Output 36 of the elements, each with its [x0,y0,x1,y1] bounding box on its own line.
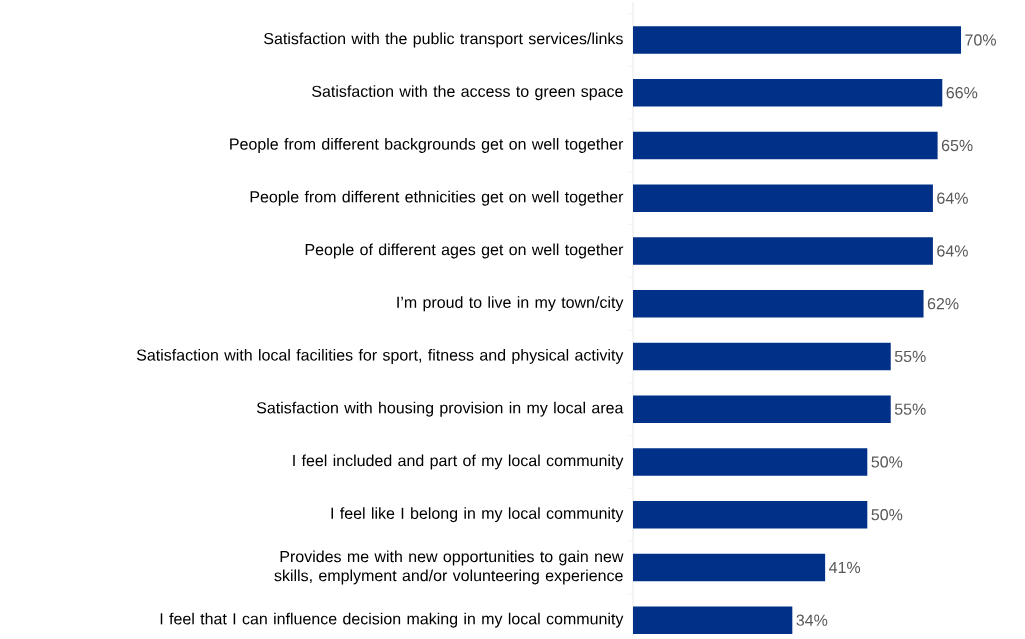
bar [633,131,938,160]
y-tick-label: Satisfaction with housing provision in my local area [256,401,624,417]
bar [633,237,933,265]
y-tick-label: People of different ages get on well together [305,243,624,259]
bar [633,553,826,582]
data-label: 55% [894,403,926,415]
y-tick-label: I feel like I belong in my local community [331,507,624,523]
data-label: 64% [937,245,968,257]
data-label: 50% [871,509,903,521]
y-tick-label: I feel included and part of my local community [293,454,624,470]
data-label: 50% [871,456,903,468]
data-label: 64% [937,192,968,204]
data-label: 41% [829,561,861,574]
y-tick-label: Satisfaction with local facilities for sport, fitness and physical activity [136,349,624,364]
bar [633,289,924,318]
y-tick-label: Provides me with new opportunities to gain new skills, emplyment and/or volunteering experience [274,550,624,585]
y-tick-label: People from different backgrounds get on well together [230,138,624,153]
y-tick-label: People from different ethnicities get on well together [250,190,624,206]
bar [633,184,933,212]
bar [633,500,868,529]
data-label: 65% [941,139,973,152]
data-label: 34% [796,614,828,626]
y-tick-label: Satisfaction with the public transport services/links [264,32,623,48]
y-tick-label: I feel that I can influence decision making in my local community [160,612,624,628]
data-label: 62% [927,298,959,310]
data-label: 66% [946,87,978,99]
data-label: 70% [965,34,996,46]
y-tick-label: I’m proud to live in my town/city [397,296,624,312]
bar [633,448,868,476]
bar [633,395,891,423]
bar [633,26,962,54]
data-label: 55% [894,350,926,363]
bar [633,342,891,371]
bar [633,79,943,107]
bar [633,606,793,634]
y-tick-label: Satisfaction with the access to green space [312,85,623,101]
